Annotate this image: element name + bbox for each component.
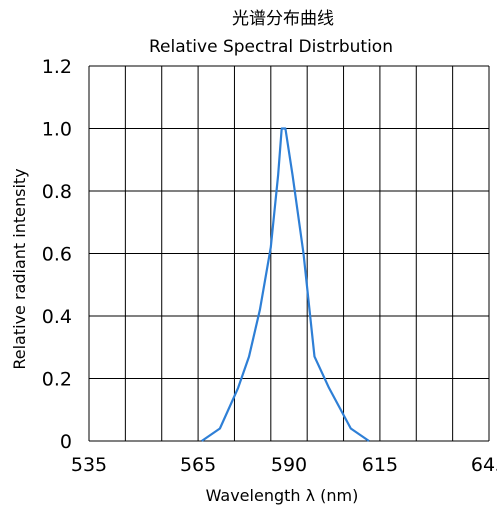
y-axis-label: Relative radiant intensity [10,168,29,369]
y-tick-label: 0.8 [42,181,72,203]
y-axis-ticks: 0 0.2 0.4 0.6 0.8 1.0 1.2 [42,56,72,453]
chart-subtitle: Relative Spectral Distrbution [149,37,393,57]
series-layer [201,127,370,442]
y-tick-label: 0.6 [42,244,72,266]
chart-title: 光谱分布曲线 [232,9,334,29]
x-tick-label: 565 [180,454,216,476]
x-tick-label: 615 [362,454,398,476]
x-axis-ticks: 535 565 590 615 645 [71,454,497,476]
x-axis-label: Wavelength λ (nm) [206,486,359,505]
y-tick-label: 0.2 [42,369,72,391]
y-tick-label: 1.2 [42,56,72,78]
x-tick-label: 590 [271,454,307,476]
y-tick-label: 1.0 [42,119,72,141]
x-tick-label: 535 [71,454,107,476]
grid [88,65,490,442]
x-tick-label: 645 [471,454,497,476]
y-tick-label: 0 [60,431,72,453]
series-line-spectral-intensity [201,127,370,442]
y-tick-label: 0.4 [42,306,72,328]
